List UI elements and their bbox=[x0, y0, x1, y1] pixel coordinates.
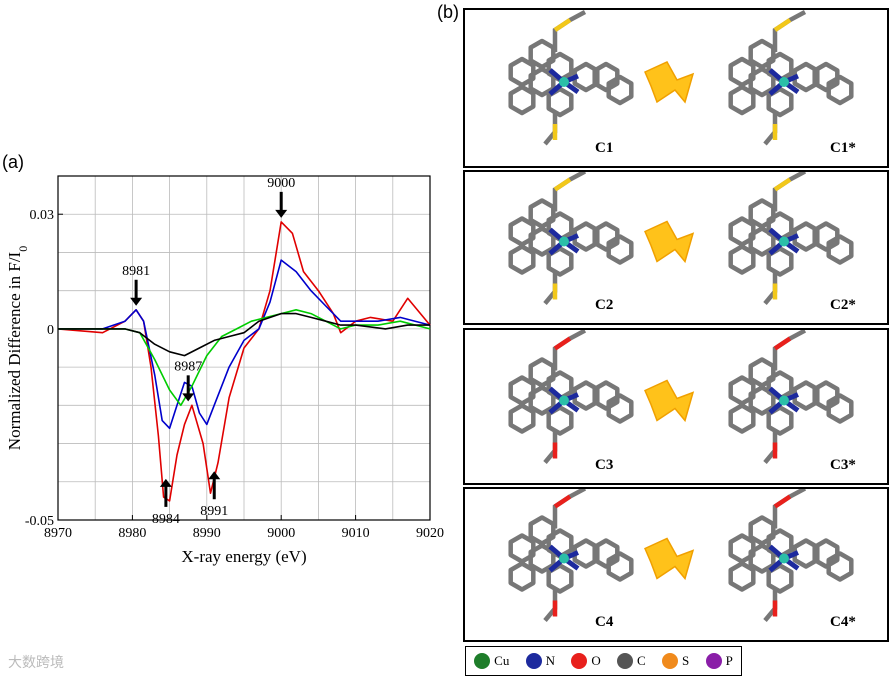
legend-label: S bbox=[682, 653, 690, 668]
lightning-bolt-icon bbox=[644, 537, 695, 581]
complex-label: C3 bbox=[595, 457, 614, 473]
excited-complex-label: C3* bbox=[830, 457, 856, 473]
annotation-arrowhead bbox=[159, 478, 172, 487]
cu-dot-icon bbox=[474, 653, 491, 669]
molecule-structure bbox=[508, 489, 634, 622]
legend-item-o: O bbox=[571, 653, 601, 669]
structure-drawing bbox=[508, 10, 854, 146]
series-line-0 bbox=[57, 221, 431, 502]
annotation-arrowhead bbox=[130, 297, 143, 306]
excited-complex-label: C1* bbox=[830, 140, 856, 156]
excited-complex-label: C4* bbox=[830, 614, 856, 630]
legend-label: O bbox=[591, 653, 601, 668]
molecule-structure bbox=[508, 330, 634, 464]
lightning-bolt-icon bbox=[644, 220, 695, 264]
annotation-arrowhead bbox=[275, 209, 288, 218]
plot-frame bbox=[57, 175, 431, 521]
annotation-arrowhead bbox=[208, 471, 221, 480]
annotation-label: 9000 bbox=[267, 176, 295, 191]
legend-item-s: S bbox=[662, 653, 689, 669]
s-dot-icon bbox=[662, 653, 679, 669]
o-dot-icon bbox=[571, 653, 588, 669]
structure-drawing bbox=[508, 330, 854, 464]
structure-drawing bbox=[508, 172, 854, 305]
x-tick-label: 8990 bbox=[193, 526, 221, 541]
structure-panel-3: C3 C3* bbox=[463, 328, 889, 485]
complex-label: C1 bbox=[595, 140, 614, 156]
excited-complex-label: C2* bbox=[830, 297, 856, 313]
molecule-structure bbox=[508, 172, 634, 305]
molecule-structure bbox=[728, 489, 854, 622]
structure-panel-2: C2 C2* bbox=[463, 170, 889, 325]
legend-item-cu: Cu bbox=[474, 653, 509, 669]
x-tick-label: 8970 bbox=[44, 526, 72, 541]
legend-item-n: N bbox=[525, 653, 556, 669]
molecule-structure bbox=[728, 330, 854, 464]
lightning-bolt-icon bbox=[644, 61, 695, 104]
molecule-structure bbox=[728, 10, 854, 146]
structure-panel-1: C1 C1* bbox=[463, 8, 889, 168]
series-line-2 bbox=[58, 309, 431, 407]
x-tick-label: 9000 bbox=[267, 526, 295, 541]
structure-drawing bbox=[508, 489, 854, 622]
complex-label: C4 bbox=[595, 614, 614, 630]
x-tick-label: 9020 bbox=[416, 526, 444, 541]
legend-item-p: P bbox=[705, 653, 733, 669]
legend-label: Cu bbox=[494, 653, 510, 668]
x-axis-label: X-ray energy (eV) bbox=[181, 547, 306, 566]
c-dot-icon bbox=[617, 653, 634, 669]
panel-a-label: (a) bbox=[2, 152, 24, 172]
complex-label: C2 bbox=[595, 297, 614, 313]
y-tick-label: -0.05 bbox=[25, 514, 54, 529]
molecule-structure bbox=[508, 10, 634, 146]
panel-b-label: (b) bbox=[437, 2, 459, 22]
y-tick-label: 0.03 bbox=[30, 208, 55, 223]
n-dot-icon bbox=[525, 653, 542, 669]
annotation-label: 8991 bbox=[200, 504, 228, 519]
watermark-logo: 大数跨境 bbox=[8, 655, 64, 671]
y-axis-label: Normalized Difference in F/I0 bbox=[5, 246, 30, 450]
x-tick-label: 9010 bbox=[342, 526, 370, 541]
annotation-label: 8981 bbox=[122, 264, 150, 279]
p-dot-icon bbox=[705, 653, 722, 669]
atom-color-legend: Cu N O C S P bbox=[465, 646, 742, 676]
legend-label: N bbox=[545, 653, 556, 668]
molecule-structure bbox=[728, 172, 854, 305]
lightning-bolt-icon bbox=[644, 379, 695, 423]
annotation-label: 8987 bbox=[174, 359, 202, 374]
y-tick-label: 0 bbox=[47, 323, 54, 338]
legend-label: C bbox=[637, 653, 646, 668]
annotation-arrowhead bbox=[182, 393, 195, 402]
annotation-label: 8984 bbox=[152, 512, 180, 527]
legend-label: P bbox=[725, 653, 733, 668]
series-line-3 bbox=[58, 312, 430, 357]
structure-panel-4: C4 C4* bbox=[463, 487, 889, 642]
legend-item-c: C bbox=[617, 653, 646, 669]
x-tick-label: 8980 bbox=[118, 526, 146, 541]
